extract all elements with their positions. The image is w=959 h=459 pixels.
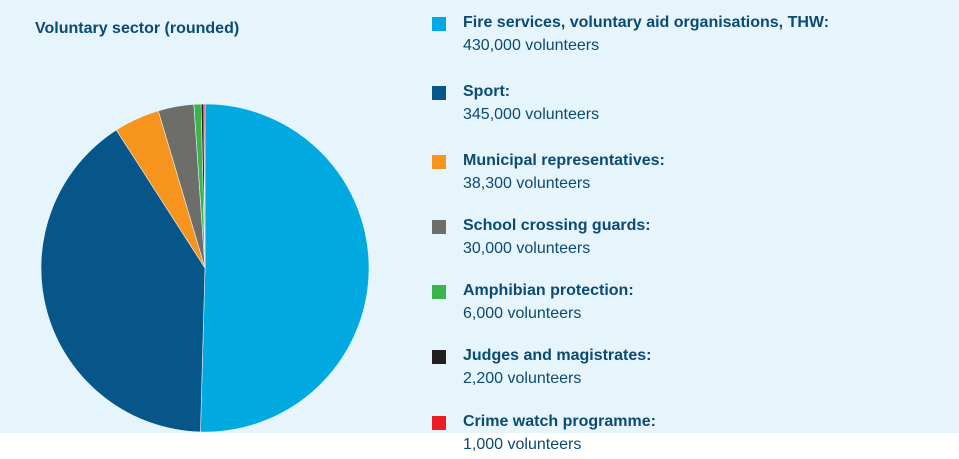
- legend-value-number: 30,000: [463, 240, 512, 257]
- legend-value: 30,000 volunteers: [463, 240, 590, 258]
- legend-label: Municipal representatives:: [463, 152, 665, 169]
- legend-value: 2,200 volunteers: [463, 370, 581, 388]
- legend-value: 38,300 volunteers: [463, 175, 590, 193]
- legend-value-number: 430,000: [463, 37, 521, 54]
- legend-swatch: [432, 220, 446, 234]
- legend-value-unit: volunteers: [516, 240, 591, 257]
- legend-value: 345,000 volunteers: [463, 106, 599, 124]
- legend-value-unit: volunteers: [507, 305, 582, 322]
- legend-value-number: 345,000: [463, 106, 521, 123]
- chart-title: Voluntary sector (rounded): [35, 20, 240, 37]
- legend-value: 430,000 volunteers: [463, 37, 599, 55]
- legend-swatch: [432, 285, 446, 299]
- legend-label: Amphibian protection:: [463, 282, 634, 299]
- pie-slice: [203, 103, 206, 269]
- legend-swatch: [432, 155, 446, 169]
- legend-value-unit: volunteers: [525, 37, 600, 54]
- legend-value-number: 6,000: [463, 305, 504, 322]
- legend-label: Fire services, voluntary aid organisatio…: [463, 14, 830, 31]
- legend-value: 6,000 volunteers: [463, 305, 581, 323]
- legend-value: 1,000 volunteers: [463, 436, 581, 454]
- pie-slice: [200, 103, 370, 433]
- legend-label: Crime watch programme:: [463, 413, 656, 430]
- legend-value-unit: volunteers: [525, 106, 600, 123]
- legend-label: Judges and magistrates:: [463, 347, 652, 364]
- legend-swatch: [432, 86, 446, 100]
- legend-swatch: [432, 17, 446, 31]
- legend-value-number: 38,300: [463, 175, 512, 192]
- legend-value-number: 1,000: [463, 436, 504, 453]
- legend-value-unit: volunteers: [507, 436, 582, 453]
- legend-value-unit: volunteers: [516, 175, 591, 192]
- legend-label: Sport:: [463, 83, 511, 100]
- pie-slice: [40, 129, 206, 433]
- pie-chart: [40, 103, 370, 433]
- legend-label: School crossing guards:: [463, 217, 651, 234]
- legend-swatch: [432, 350, 446, 364]
- legend-swatch: [432, 416, 446, 430]
- legend-value-number: 2,200: [463, 370, 504, 387]
- legend-value-unit: volunteers: [507, 370, 582, 387]
